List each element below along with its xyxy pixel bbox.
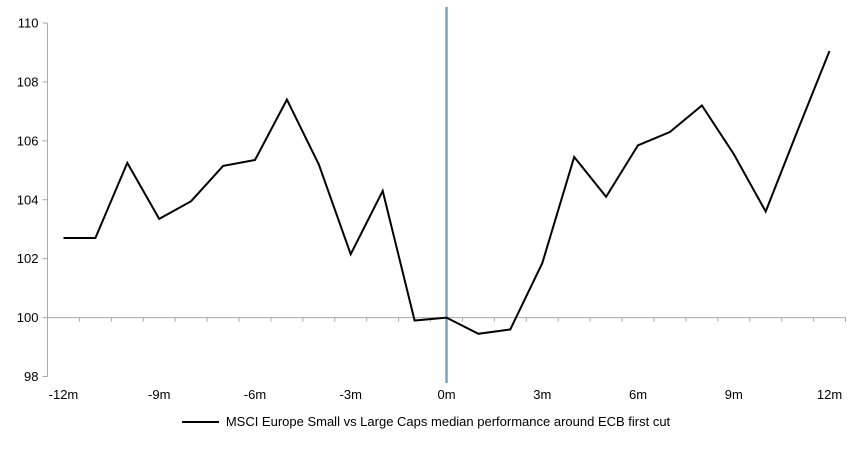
x-tick-label: -6m: [244, 387, 266, 402]
y-tick-label: 104: [17, 192, 39, 207]
y-tick-label: 100: [17, 310, 39, 325]
legend-label: MSCI Europe Small vs Large Caps median p…: [225, 414, 671, 429]
series-line: [63, 50, 831, 335]
x-tick-label: 12m: [817, 387, 842, 402]
y-tick-label: 98: [24, 369, 38, 384]
x-tick-label: -9m: [148, 387, 170, 402]
x-tick-label: 3m: [533, 387, 551, 402]
x-tick-label: 0m: [437, 387, 455, 402]
x-tick-label: -12m: [49, 387, 79, 402]
x-tick-label: 9m: [725, 387, 743, 402]
x-tick-label: 6m: [629, 387, 647, 402]
chart-legend: MSCI Europe Small vs Large Caps median p…: [0, 414, 852, 429]
legend-line-sample: [181, 420, 219, 423]
y-tick-label: 102: [17, 251, 39, 266]
y-tick-label: 106: [17, 133, 39, 148]
x-tick-label: -3m: [340, 387, 362, 402]
y-tick-label: 110: [18, 16, 39, 31]
y-tick-label: 108: [17, 74, 39, 89]
